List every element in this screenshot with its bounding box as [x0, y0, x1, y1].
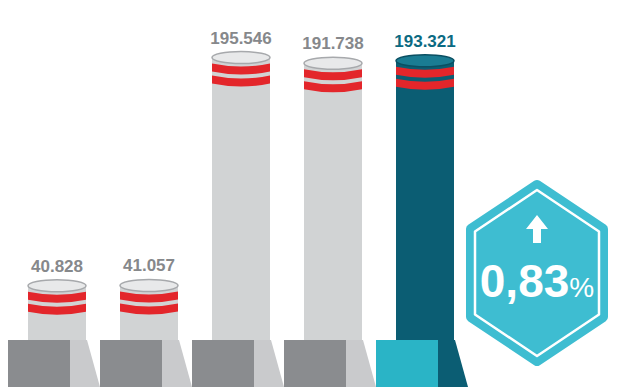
ground-side	[162, 340, 192, 387]
ground-block	[8, 340, 70, 387]
stripe	[120, 291, 178, 302]
stripe	[396, 79, 454, 90]
hexagon-border	[475, 190, 599, 356]
ground-block	[100, 340, 162, 387]
bar	[120, 285, 178, 340]
ground-block	[376, 340, 438, 387]
data-label: 191.738	[302, 34, 363, 53]
chimney	[28, 280, 86, 340]
chart: 40.828 41.057 195.546 191.738 193.321 0,83%	[0, 0, 619, 387]
data-label: 193.321	[394, 32, 455, 51]
stripe	[396, 67, 454, 78]
bars	[28, 52, 454, 340]
chimney	[396, 55, 454, 340]
stripe	[304, 81, 362, 92]
ground-block	[284, 340, 346, 387]
annotation-badge: 0,83%	[471, 185, 603, 361]
ground-block	[192, 340, 254, 387]
chimney	[304, 57, 362, 340]
annotation: 0,83%	[480, 255, 594, 307]
ground-side	[70, 340, 100, 387]
stripe	[120, 303, 178, 314]
bar	[28, 286, 86, 340]
stripe	[212, 64, 270, 75]
bar	[396, 61, 454, 340]
chimney-top	[396, 55, 454, 67]
ground	[8, 340, 468, 387]
bar	[212, 58, 270, 340]
stripe	[28, 292, 86, 303]
chimney-top	[304, 57, 362, 69]
data-label: 41.057	[123, 256, 175, 275]
data-label: 40.828	[31, 257, 83, 276]
hexagon	[471, 185, 603, 361]
chimney	[212, 52, 270, 340]
bar	[304, 63, 362, 340]
ground-side	[438, 340, 468, 387]
chimney-top	[212, 52, 270, 64]
stripe	[28, 304, 86, 315]
data-labels: 40.828 41.057 195.546 191.738 193.321	[31, 29, 456, 276]
stripe	[212, 76, 270, 87]
chimney-top	[28, 280, 86, 292]
chimney	[120, 279, 178, 340]
ground-side	[254, 340, 284, 387]
data-label: 195.546	[210, 29, 271, 48]
chimney-top	[120, 279, 178, 291]
arrow-up	[526, 215, 548, 243]
ground-side	[346, 340, 376, 387]
stripe	[304, 69, 362, 80]
